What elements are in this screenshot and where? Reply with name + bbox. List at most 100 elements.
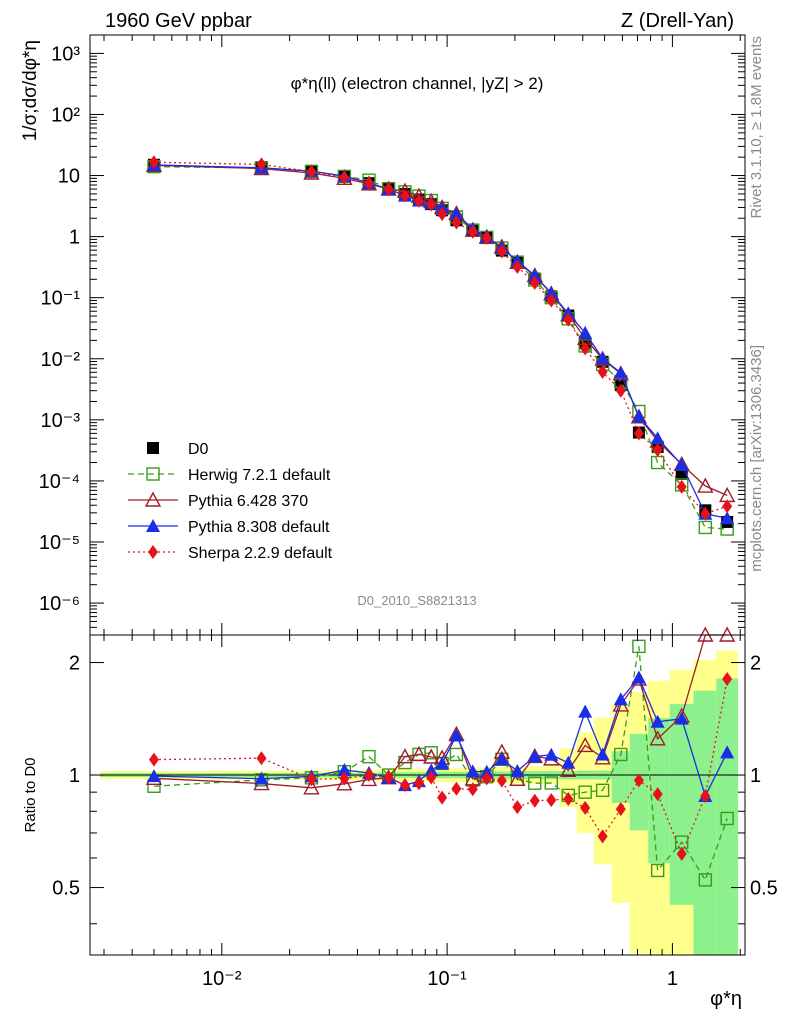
series-line-herwig-7-2-1-default bbox=[153, 165, 728, 530]
ratio-frame bbox=[89, 634, 746, 956]
legend-marker-herwig-7-2-1-default bbox=[146, 467, 160, 481]
legend-marker-pythia-6-428-370 bbox=[144, 491, 162, 507]
ratio-point-pythia-8-308-default bbox=[595, 747, 610, 761]
ratio-point-sherpa-2-2-9-default bbox=[563, 792, 574, 807]
ratio-point-herwig-7-2-1-default bbox=[578, 785, 592, 799]
ratio-point-sherpa-2-2-9-default bbox=[580, 800, 591, 815]
main-title: φ*η(ll) (electron channel, |yZ| > 2) bbox=[291, 74, 544, 93]
main-ticks: 10⁻⁶ 10⁻⁵ 10⁻⁴ 10⁻³ 10⁻² 10⁻¹ 1 10 10² 10³ bbox=[39, 34, 745, 636]
data-point-pythia-8-308-default bbox=[578, 325, 593, 339]
x-tick-label: 10⁻¹ bbox=[427, 968, 467, 990]
ratio-point-sherpa-2-2-9-default bbox=[426, 770, 437, 785]
header-left: 1960 GeV ppbar bbox=[105, 10, 252, 32]
data-point-sherpa-2-2-9-default bbox=[363, 176, 374, 191]
ratio-point-sherpa-2-2-9-default bbox=[467, 782, 478, 797]
ratio-point-herwig-7-2-1-default bbox=[362, 749, 376, 764]
data-point-sherpa-2-2-9-default bbox=[437, 206, 448, 221]
data-point-sherpa-2-2-9-default bbox=[597, 364, 608, 379]
ratio-point-pythia-6-428-370 bbox=[303, 779, 320, 795]
y-tick-label: 10 bbox=[58, 166, 80, 188]
ratio-point-sherpa-2-2-9-default bbox=[722, 671, 733, 686]
legend-marker-d0 bbox=[147, 442, 159, 454]
ratio-point-pythia-8-308-default bbox=[650, 714, 665, 728]
data-point-sherpa-2-2-9-default bbox=[652, 443, 663, 458]
legend-label-herwig-7-2-1-default: Herwig 7.2.1 default bbox=[188, 467, 331, 484]
ratio-point-sherpa-2-2-9-default bbox=[615, 802, 626, 817]
ratio-tick-label: 1 bbox=[750, 765, 761, 787]
data-point-pythia-8-308-default bbox=[527, 268, 542, 282]
ratio-bands bbox=[100, 650, 739, 955]
legend-label-pythia-6-428-370: Pythia 6.428 370 bbox=[188, 493, 308, 510]
ratio-point-pythia-8-308-default bbox=[578, 704, 593, 718]
ratio-point-sherpa-2-2-9-default bbox=[451, 781, 462, 796]
data-point-pythia-8-308-default bbox=[650, 431, 665, 445]
ratio-point-sherpa-2-2-9-default bbox=[597, 829, 608, 844]
y-tick-label: 10⁻⁵ bbox=[39, 532, 80, 554]
data-point-sherpa-2-2-9-default bbox=[426, 197, 437, 212]
data-point-pythia-8-308-default bbox=[720, 511, 735, 525]
ratio-point-pythia-8-308-default bbox=[424, 763, 439, 777]
x-tick-label: 1 bbox=[667, 968, 678, 990]
data-point-pythia-8-308-default bbox=[674, 457, 689, 471]
ratio-point-pythia-6-428-370 bbox=[576, 736, 594, 753]
ratio-point-sherpa-2-2-9-default bbox=[437, 790, 448, 805]
ratio-point-pythia-8-308-default bbox=[494, 752, 509, 766]
ratio-point-pythia-6-428-370 bbox=[410, 745, 428, 762]
ratio-point-sherpa-2-2-9-default bbox=[700, 789, 711, 804]
ratio-point-pythia-8-308-default bbox=[561, 755, 576, 769]
legend-marker-sherpa-2-2-9-default bbox=[148, 545, 158, 559]
y-tick-label: 10⁻⁶ bbox=[39, 593, 80, 615]
ratio-panel: 0.5 0.5 1 1 2 2 Ratio to D0 bbox=[22, 626, 778, 956]
ratio-point-pythia-8-308-default bbox=[631, 670, 646, 684]
y-tick-label: 10⁻⁴ bbox=[39, 471, 80, 493]
data-point-pythia-8-308-default bbox=[595, 351, 610, 365]
ratio-point-herwig-7-2-1-default bbox=[632, 639, 646, 654]
ratio-point-sherpa-2-2-9-default bbox=[652, 787, 663, 802]
ratio-tick-label: 2 bbox=[69, 653, 80, 675]
data-point-sherpa-2-2-9-default bbox=[546, 293, 557, 308]
main-title-text: φ*η(ll) (electron channel, |yZ| > 2) bbox=[291, 74, 544, 93]
ratio-ylabel: Ratio to D0 bbox=[22, 757, 39, 832]
ratio-point-sherpa-2-2-9-default bbox=[529, 793, 540, 808]
data-point-sherpa-2-2-9-default bbox=[529, 275, 540, 290]
ratio-point-pythia-8-308-default bbox=[479, 764, 494, 778]
ratio-series bbox=[145, 626, 736, 887]
ratio-ticks: 0.5 0.5 1 1 2 2 bbox=[52, 653, 778, 925]
ratio-point-herwig-7-2-1-default bbox=[698, 873, 713, 887]
ratio-point-sherpa-2-2-9-default bbox=[496, 773, 507, 788]
ratio-point-pythia-6-428-370 bbox=[360, 770, 378, 787]
ratio-point-pythia-8-308-default bbox=[465, 764, 480, 778]
legend-label-d0: D0 bbox=[188, 441, 209, 458]
x-axis-label: φ*η bbox=[710, 988, 742, 1010]
ratio-point-sherpa-2-2-9-default bbox=[676, 846, 687, 861]
ratio-point-sherpa-2-2-9-default bbox=[399, 778, 410, 793]
ratio-point-pythia-8-308-default bbox=[544, 747, 559, 761]
ratio-point-pythia-8-308-default bbox=[435, 756, 450, 770]
ratio-point-sherpa-2-2-9-default bbox=[148, 752, 159, 767]
ratio-point-pythia-6-428-370 bbox=[336, 775, 353, 791]
ratio-point-pythia-8-308-default bbox=[510, 763, 525, 777]
ratio-point-sherpa-2-2-9-default bbox=[633, 773, 644, 788]
ratio-point-herwig-7-2-1-default bbox=[424, 746, 438, 760]
ratio-point-sherpa-2-2-9-default bbox=[339, 771, 350, 786]
data-point-sherpa-2-2-9-default bbox=[148, 155, 159, 170]
header-right: Z (Drell-Yan) bbox=[621, 10, 734, 32]
data-point-sherpa-2-2-9-default bbox=[496, 244, 507, 259]
ratio-point-herwig-7-2-1-default bbox=[544, 776, 558, 790]
uncertainty-band-stat bbox=[693, 690, 717, 955]
data-point-sherpa-2-2-9-default bbox=[700, 506, 711, 521]
ratio-point-sherpa-2-2-9-default bbox=[383, 770, 394, 785]
legend-label-pythia-8-308-default: Pythia 8.308 default bbox=[188, 519, 330, 536]
ratio-point-pythia-8-308-default bbox=[674, 711, 689, 725]
main-series bbox=[145, 155, 736, 536]
data-point-sherpa-2-2-9-default bbox=[339, 170, 350, 185]
ratio-point-herwig-7-2-1-default bbox=[449, 747, 464, 762]
ratio-point-pythia-8-308-default bbox=[337, 763, 352, 777]
ratio-tick-label: 1 bbox=[69, 765, 80, 787]
data-point-pythia-8-308-default bbox=[631, 409, 646, 423]
data-point-sherpa-2-2-9-default bbox=[563, 312, 574, 327]
legend-marker-pythia-8-308-default bbox=[146, 519, 160, 532]
ratio-point-pythia-6-428-370 bbox=[560, 761, 577, 778]
data-point-sherpa-2-2-9-default bbox=[633, 426, 644, 441]
ratio-point-sherpa-2-2-9-default bbox=[363, 768, 374, 783]
